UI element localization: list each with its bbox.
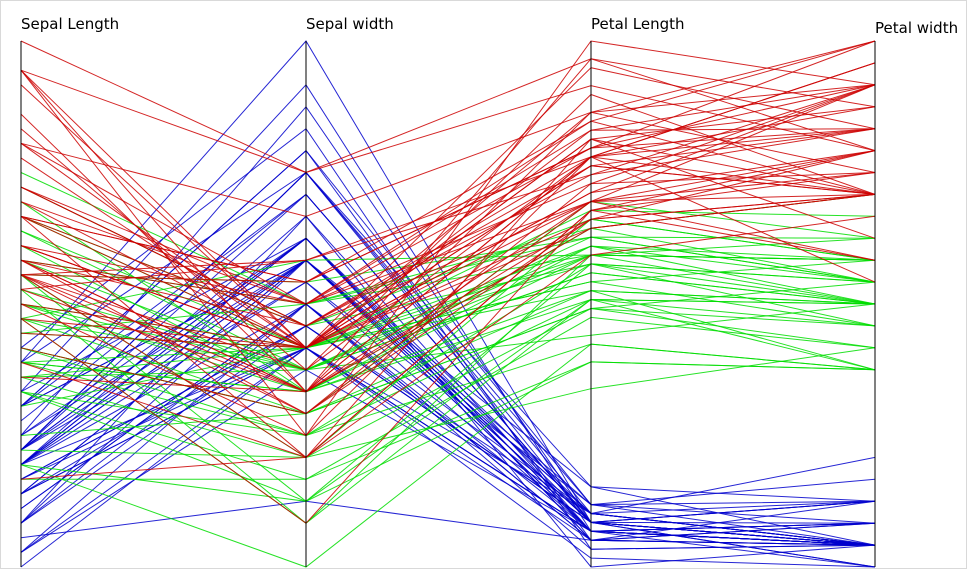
data-polyline bbox=[20, 361, 876, 502]
data-polyline bbox=[20, 193, 876, 349]
data-polyline bbox=[20, 40, 876, 217]
data-polyline bbox=[20, 325, 876, 546]
data-polyline bbox=[20, 325, 876, 546]
data-polyline bbox=[20, 325, 876, 546]
data-polyline bbox=[20, 150, 876, 393]
data-polyline bbox=[20, 69, 876, 349]
data-polyline bbox=[20, 303, 876, 553]
data-polyline bbox=[20, 298, 876, 393]
data-polyline bbox=[20, 263, 876, 502]
data-polyline bbox=[20, 172, 876, 415]
data-polyline bbox=[20, 237, 876, 515]
data-polyline bbox=[20, 347, 876, 568]
data-polyline bbox=[20, 290, 876, 393]
data-polyline bbox=[20, 58, 876, 393]
data-polyline bbox=[20, 193, 876, 546]
axis-title-petal-length: Petal Length bbox=[591, 15, 685, 33]
axis-title-sepal-width: Sepal width bbox=[306, 15, 394, 33]
axis-sepal-width: Sepal width bbox=[305, 15, 394, 567]
data-polyline bbox=[20, 84, 876, 290]
data-polyline bbox=[20, 281, 876, 363]
data-polyline bbox=[20, 150, 876, 349]
axis-title-sepal-length: Sepal Length bbox=[21, 15, 119, 33]
data-polyline bbox=[20, 272, 876, 371]
data-polyline bbox=[20, 156, 876, 437]
data-polyline bbox=[20, 120, 876, 305]
axis-sepal-length: Sepal Length bbox=[20, 15, 119, 567]
data-polyline bbox=[20, 58, 876, 174]
data-polyline bbox=[20, 138, 876, 349]
data-polyline bbox=[20, 500, 876, 541]
data-polyline bbox=[20, 193, 876, 349]
data-polyline bbox=[20, 209, 876, 524]
data-polyline bbox=[20, 281, 876, 506]
data-polyline bbox=[20, 172, 876, 459]
data-polyline bbox=[20, 40, 876, 283]
data-polyline bbox=[20, 263, 876, 437]
axis-title-petal-width: Petal width bbox=[875, 19, 958, 37]
data-polyline bbox=[20, 237, 876, 320]
data-polyline bbox=[20, 369, 876, 553]
data-polyline bbox=[20, 230, 876, 371]
polylines-layer bbox=[20, 40, 876, 568]
data-polyline bbox=[20, 215, 876, 480]
data-polyline bbox=[20, 347, 876, 458]
data-polyline bbox=[20, 40, 876, 174]
data-polyline bbox=[20, 193, 876, 546]
data-polyline bbox=[20, 84, 876, 327]
data-polyline bbox=[20, 165, 876, 327]
data-polyline bbox=[20, 62, 876, 327]
axis-petal-width: Petal width bbox=[874, 19, 958, 567]
data-polyline bbox=[20, 343, 876, 437]
axis-petal-length: Petal Length bbox=[590, 15, 685, 567]
data-polyline bbox=[20, 316, 876, 480]
data-polyline bbox=[20, 40, 876, 283]
data-polyline bbox=[20, 347, 876, 568]
data-polyline bbox=[20, 172, 876, 415]
data-polyline bbox=[20, 171, 876, 546]
